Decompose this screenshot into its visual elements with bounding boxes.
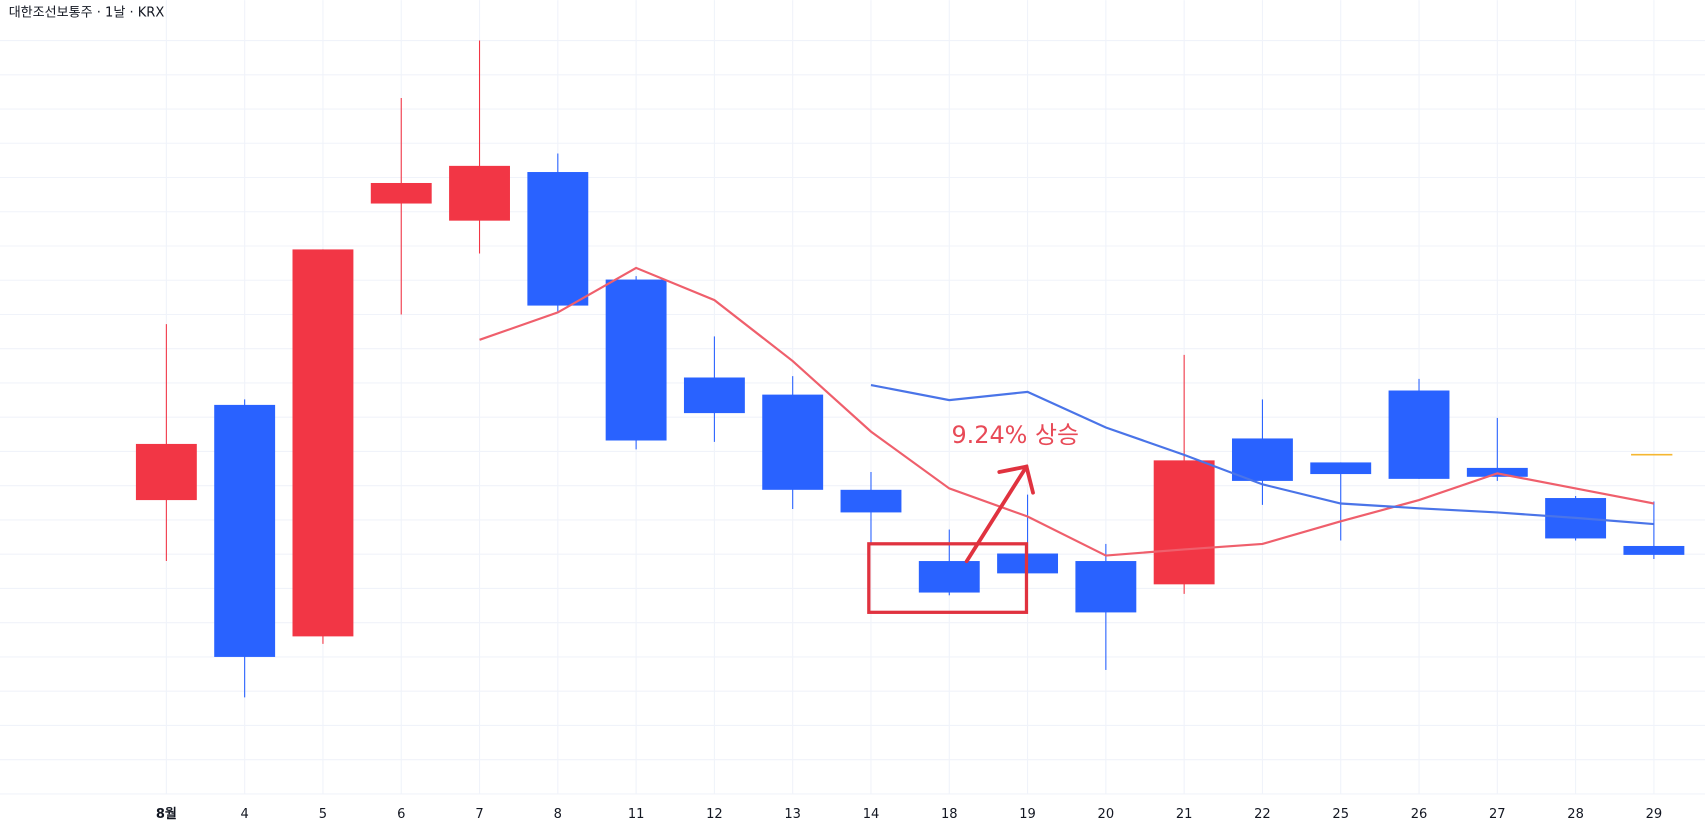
candle-body xyxy=(449,165,510,221)
candle-body xyxy=(370,182,432,204)
x-tick-label: 25 xyxy=(1332,807,1349,822)
x-tick-label: 29 xyxy=(1646,807,1663,822)
candle-body xyxy=(527,172,589,306)
x-tick-label: 22 xyxy=(1254,807,1271,822)
x-tick-label: 7 xyxy=(475,807,483,822)
grid xyxy=(0,0,1705,795)
annotation-arrow xyxy=(964,464,1035,564)
candle-body xyxy=(292,249,354,637)
x-tick-label: 14 xyxy=(863,807,880,822)
x-tick-label: 26 xyxy=(1411,807,1428,822)
x-tick-label: 11 xyxy=(628,807,645,822)
candle-body xyxy=(1388,390,1450,479)
candle-body xyxy=(840,489,902,513)
candle-body xyxy=(214,404,276,657)
annotation: 9.24% 상승 xyxy=(951,421,1079,449)
candle-body xyxy=(1231,438,1293,481)
candle-body xyxy=(918,561,980,593)
ma-line xyxy=(870,383,1654,526)
candle-body xyxy=(1623,545,1685,555)
x-tick-label: 19 xyxy=(1019,807,1036,822)
x-tick-label: 5 xyxy=(319,807,327,822)
x-tick-label: 12 xyxy=(706,807,723,822)
candle-body xyxy=(1310,462,1372,475)
x-tick-label: 18 xyxy=(941,807,958,822)
highlight-box xyxy=(867,542,1029,614)
candle-body xyxy=(762,394,824,490)
ma-line xyxy=(479,266,1655,557)
x-tick-label: 6 xyxy=(397,807,405,822)
candle-body xyxy=(135,443,197,501)
x-tick-label: 4 xyxy=(241,807,249,822)
x-tick-label: 20 xyxy=(1098,807,1115,822)
candle-body xyxy=(683,377,745,414)
x-tick-label: 8 xyxy=(554,807,562,822)
x-tick-label: 8월 xyxy=(156,806,177,822)
candle-body xyxy=(1075,561,1137,613)
candle-body xyxy=(605,279,667,441)
x-tick-label: 21 xyxy=(1176,807,1193,822)
x-tick-label: 13 xyxy=(784,807,801,822)
marks xyxy=(135,40,1685,698)
chart-title: 대한조선보통주 · 1날 · KRX xyxy=(9,6,165,21)
x-tick-label: 27 xyxy=(1489,807,1506,822)
x-tick-label: 28 xyxy=(1567,807,1584,822)
candle-body xyxy=(1153,460,1215,585)
